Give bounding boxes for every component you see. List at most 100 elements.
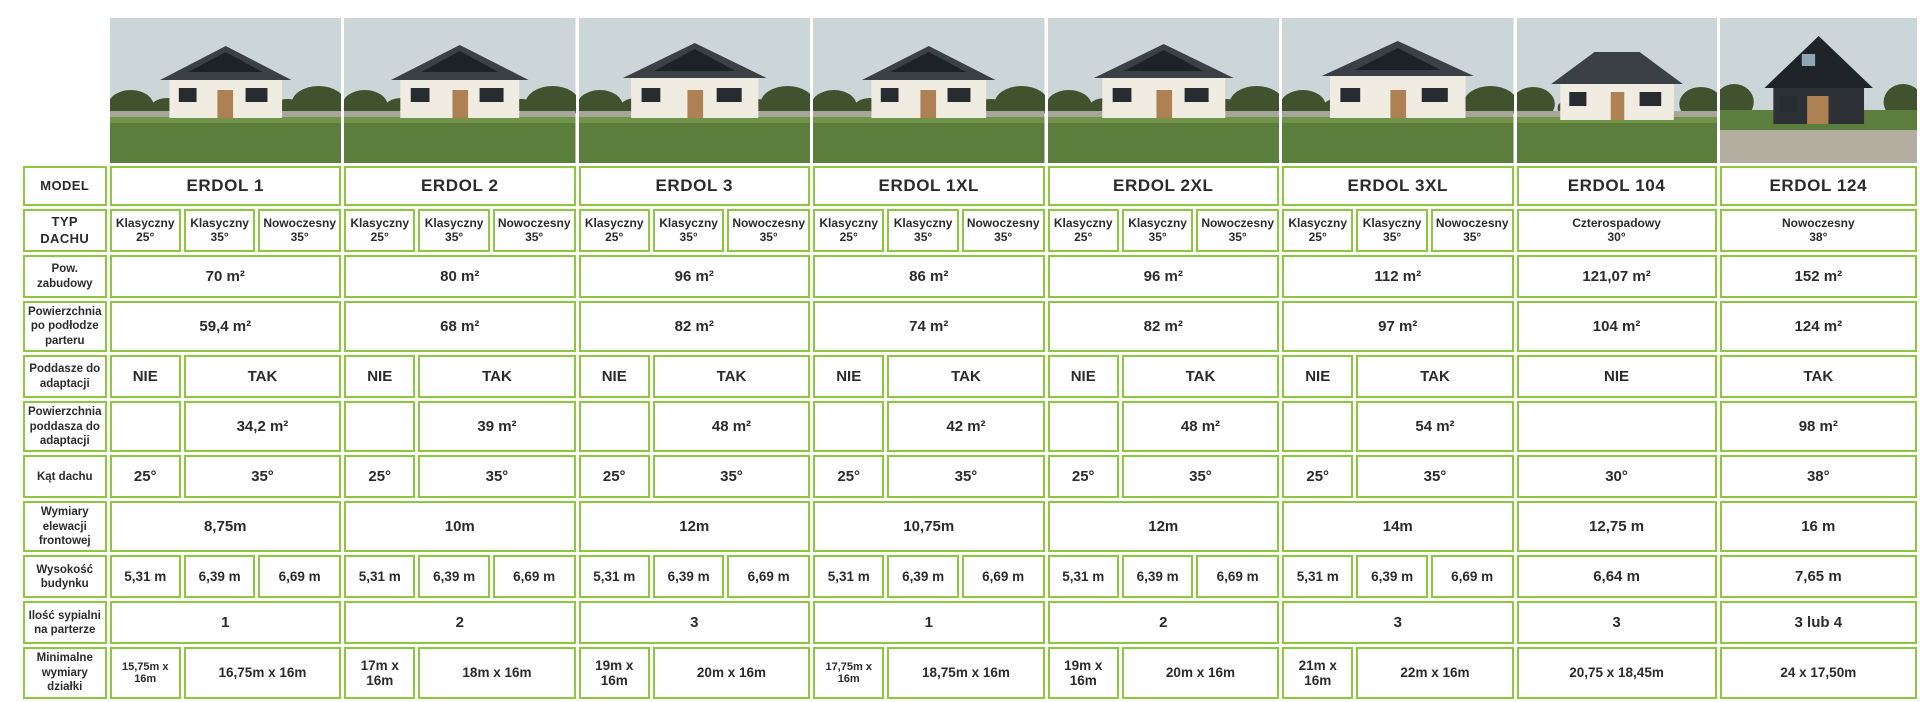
m1-elevation: 10m [344, 501, 576, 553]
m7-roof: Nowoczesny 38° [1719, 209, 1917, 252]
m1-roof-1: Klasyczny 35° [418, 209, 490, 252]
m1-bedrooms: 2 [344, 601, 576, 645]
row-attic-area: Powierzchnia poddasza do adaptacji 34,2 … [23, 401, 1917, 453]
label-model: MODEL [23, 166, 107, 206]
label-min-plot: Minimalne wymiary działki [23, 647, 107, 699]
m1-roof-2: Nowoczesny 35° [492, 209, 576, 252]
m2-roof-1: Klasyczny 35° [652, 209, 725, 252]
m1-height-0: 5,31 m [344, 555, 416, 599]
m0-roof-0: Klasyczny 25° [109, 209, 181, 252]
m5-elevation: 14m [1282, 501, 1514, 553]
m0-height-0: 5,31 m [109, 555, 181, 599]
row-model: MODEL ERDOL 1 ERDOL 2 ERDOL 3 ERDOL 1XL … [23, 166, 1917, 206]
m1-roof-0: Klasyczny 25° [344, 209, 416, 252]
m1-ground-floor: 68 m² [344, 301, 576, 353]
m1-attic-area: 39 m² [418, 401, 576, 453]
m4-bedrooms: 2 [1047, 601, 1279, 645]
m3-bedrooms: 1 [813, 601, 1045, 645]
m4-roof-0: Klasyczny 25° [1047, 209, 1119, 252]
m3-plot-1: 17,75m x 16m [813, 647, 885, 699]
m2-attic-no: NIE [578, 355, 650, 399]
m2-plot-1: 19m x 16m [578, 647, 650, 699]
label-ground-floor-area: Powierzchnia po podłodze parteru [23, 301, 107, 353]
m1-attic-no: NIE [344, 355, 416, 399]
m7-height: 7,65 m [1719, 555, 1917, 599]
house-photo-gable [109, 18, 341, 163]
house-photo-hip-roof [1516, 18, 1717, 163]
m2-bedrooms: 3 [578, 601, 810, 645]
label-bedrooms: Ilość sypialni na parterze [23, 601, 107, 645]
m0-built-area: 70 m² [109, 255, 341, 298]
m3-name: ERDOL 1XL [813, 166, 1045, 206]
photo-row-spacer [23, 18, 107, 163]
row-ground-floor-area: Powierzchnia po podłodze parteru 59,4 m²… [23, 301, 1917, 353]
m3-angle-1: 25° [813, 455, 885, 499]
m3-plot-23: 18,75m x 16m [887, 647, 1045, 699]
label-built-area: Pow. zabudowy [23, 255, 107, 298]
m5-height-2: 6,69 m [1430, 555, 1514, 599]
m3-roof-0: Klasyczny 25° [813, 209, 885, 252]
row-built-area: Pow. zabudowy 70 m² 80 m² 96 m² 86 m² 96… [23, 255, 1917, 298]
m5-roof-2: Nowoczesny 35° [1430, 209, 1514, 252]
m7-ground-floor: 124 m² [1719, 301, 1917, 353]
m1-attic-yes: TAK [418, 355, 576, 399]
m6-elevation: 12,75 m [1516, 501, 1717, 553]
m0-angle-23: 35° [183, 455, 341, 499]
m2-attic-area-blank [578, 401, 650, 453]
m5-height-0: 5,31 m [1282, 555, 1354, 599]
house-comparison-table: MODEL ERDOL 1 ERDOL 2 ERDOL 3 ERDOL 1XL … [20, 15, 1920, 702]
m5-plot-1: 21m x 16m [1282, 647, 1354, 699]
m0-attic-area-blank [109, 401, 181, 453]
m5-height-1: 6,39 m [1356, 555, 1428, 599]
row-roof-angle: Kąt dachu 25° 35° 25° 35° 25° 35° 25° 35… [23, 455, 1917, 499]
label-attic-area: Powierzchnia poddasza do adaptacji [23, 401, 107, 453]
m3-ground-floor: 74 m² [813, 301, 1045, 353]
model-photo-erdol-124 [1719, 18, 1917, 163]
m5-built-area: 112 m² [1282, 255, 1514, 298]
m0-height-2: 6,69 m [258, 555, 341, 599]
m0-attic-area: 34,2 m² [183, 401, 341, 453]
m4-height-1: 6,39 m [1121, 555, 1194, 599]
m6-angle: 30° [1516, 455, 1717, 499]
m4-attic-area: 48 m² [1121, 401, 1279, 453]
model-photo-erdol-3xl [1282, 18, 1514, 163]
row-min-plot: Minimalne wymiary działki 15,75m x 16m 1… [23, 647, 1917, 699]
label-building-height: Wysokość budynku [23, 555, 107, 599]
row-front-elevation: Wymiary elewacji frontowej 8,75m 10m 12m… [23, 501, 1917, 553]
m4-roof-1: Klasyczny 35° [1121, 209, 1194, 252]
m2-height-1: 6,39 m [652, 555, 725, 599]
m7-attic-area: 98 m² [1719, 401, 1917, 453]
m5-roof-0: Klasyczny 25° [1282, 209, 1354, 252]
model-photo-erdol-104 [1516, 18, 1717, 163]
m7-attic: TAK [1719, 355, 1917, 399]
m3-attic-area: 42 m² [887, 401, 1045, 453]
house-photo-gable [578, 18, 810, 163]
model-photo-erdol-2xl [1047, 18, 1279, 163]
model-photo-erdol-3 [578, 18, 810, 163]
m0-roof-2: Nowoczesny 35° [258, 209, 341, 252]
m6-bedrooms: 3 [1516, 601, 1717, 645]
m0-attic-yes: TAK [183, 355, 341, 399]
m5-angle-23: 35° [1356, 455, 1514, 499]
m2-name: ERDOL 3 [578, 166, 810, 206]
m5-name: ERDOL 3XL [1282, 166, 1514, 206]
m5-bedrooms: 3 [1282, 601, 1514, 645]
row-building-height: Wysokość budynku 5,31 m 6,39 m 6,69 m 5,… [23, 555, 1917, 599]
m0-angle-1: 25° [109, 455, 181, 499]
m2-attic-yes: TAK [652, 355, 810, 399]
row-bedrooms: Ilość sypialni na parterze 1 2 3 1 2 3 3… [23, 601, 1917, 645]
m5-attic-area-blank [1282, 401, 1354, 453]
m1-angle-1: 25° [344, 455, 416, 499]
m5-attic-yes: TAK [1356, 355, 1514, 399]
photo-row [23, 18, 1917, 163]
m4-built-area: 96 m² [1047, 255, 1279, 298]
m4-attic-yes: TAK [1121, 355, 1279, 399]
m6-attic: NIE [1516, 355, 1717, 399]
m5-roof-1: Klasyczny 35° [1356, 209, 1428, 252]
m4-height-2: 6,69 m [1196, 555, 1279, 599]
m1-height-1: 6,39 m [418, 555, 490, 599]
m0-ground-floor: 59,4 m² [109, 301, 341, 353]
m6-built-area: 121,07 m² [1516, 255, 1717, 298]
m2-height-2: 6,69 m [727, 555, 810, 599]
m0-attic-no: NIE [109, 355, 181, 399]
